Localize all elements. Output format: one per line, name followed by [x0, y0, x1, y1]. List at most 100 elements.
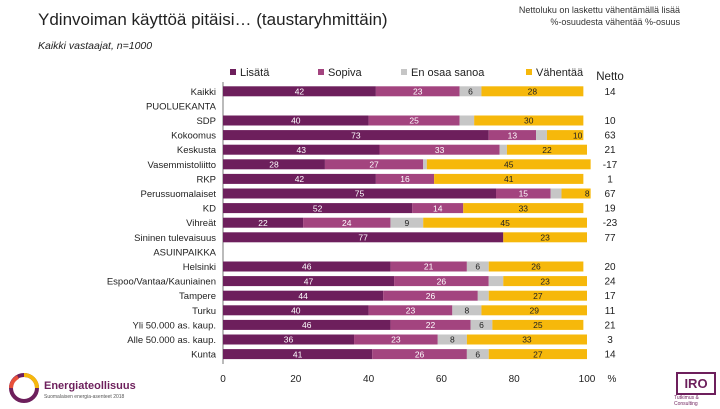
- bar-segment: [466, 261, 489, 272]
- row-label: ASUINPAIKKA: [153, 247, 216, 258]
- x-tick-label: 0: [220, 374, 226, 385]
- bar-segment: [488, 276, 504, 287]
- bar-segment: [223, 86, 376, 97]
- row-label: Espoo/Vantaa/Kauniainen: [107, 277, 216, 288]
- bar-segment: [434, 173, 584, 184]
- bar-value-label: 42: [295, 87, 305, 97]
- bar-value-label: 33: [435, 145, 445, 155]
- row-label: Turku: [192, 306, 216, 317]
- bar-segment: [383, 290, 478, 301]
- bar-segment: [223, 203, 413, 214]
- bar-segment: [488, 349, 587, 360]
- row-label: Keskusta: [177, 145, 217, 156]
- bar-segment: [481, 305, 587, 316]
- netto-value: 24: [604, 277, 616, 288]
- bar-segment: [379, 144, 500, 155]
- bar-value-label: 6: [475, 262, 480, 272]
- iro-logo: IRO: [676, 372, 716, 395]
- bar-value-label: 9: [404, 218, 409, 228]
- bar-segment: [506, 144, 587, 155]
- netto-value: 14: [604, 350, 616, 361]
- row-label: Alle 50.000 as. kaup.: [127, 335, 216, 346]
- netto-value: 14: [604, 87, 616, 98]
- bar-value-label: 28: [528, 87, 538, 97]
- netto-value: -23: [603, 218, 618, 229]
- bar-value-label: 52: [313, 203, 323, 213]
- row-label: KD: [203, 204, 216, 215]
- bar-segment: [423, 217, 587, 228]
- bar-segment: [423, 159, 427, 170]
- bar-value-label: 36: [284, 335, 294, 345]
- bar-value-label: 29: [529, 306, 539, 316]
- legend-label-2: En osaa sanoa: [411, 67, 485, 79]
- bar-value-label: 73: [351, 130, 361, 140]
- bar-segment: [488, 261, 584, 272]
- bar-segment: [488, 130, 537, 141]
- row-label: Kaikki: [191, 87, 216, 98]
- row-label: PUOLUEKANTA: [146, 101, 217, 112]
- bar-segment: [536, 130, 547, 141]
- bar-value-label: 22: [542, 145, 552, 155]
- bar-segment: [477, 290, 489, 301]
- bar-segment: [368, 305, 453, 316]
- chart-title: Ydinvoiman käyttöä pitäisi… (taustaryhmi…: [38, 10, 388, 29]
- row-label: SDP: [196, 116, 216, 127]
- bar-value-label: 41: [293, 349, 303, 359]
- bar-value-label: 6: [479, 320, 484, 330]
- bar-segment: [426, 159, 591, 170]
- bar-segment: [474, 115, 584, 126]
- bar-value-label: 26: [437, 276, 447, 286]
- bar-segment: [463, 203, 584, 214]
- bar-value-label: 75: [355, 189, 365, 199]
- bar-value-label: 41: [504, 174, 514, 184]
- bar-segment: [303, 217, 391, 228]
- bar-segment: [561, 188, 591, 199]
- row-label: Tampere: [179, 291, 216, 302]
- bar-value-label: 13: [508, 130, 518, 140]
- netto-value: 63: [604, 131, 616, 142]
- bar-segment: [223, 334, 355, 345]
- bar-segment: [470, 319, 493, 330]
- bar-value-label: 8: [465, 306, 470, 316]
- bar-segment: [503, 276, 587, 287]
- legend-swatch-3: [526, 69, 532, 75]
- bar-value-label: 27: [533, 291, 543, 301]
- bar-segment: [390, 319, 471, 330]
- energiateollisuus-logo-subtext: Suomalaisen energia-asenteet 2018: [44, 394, 125, 400]
- bar-value-label: 26: [415, 349, 425, 359]
- bar-value-label: 16: [400, 174, 410, 184]
- netto-value: 21: [604, 320, 616, 331]
- bar-segment: [368, 115, 460, 126]
- bar-segment: [499, 144, 507, 155]
- bar-segment: [550, 188, 562, 199]
- bar-segment: [503, 232, 587, 243]
- bar-segment: [223, 144, 380, 155]
- chart-subtitle: Kaikki vastaajat, n=1000: [38, 40, 153, 52]
- bar-value-label: 27: [533, 349, 543, 359]
- bar-value-label: 45: [500, 218, 510, 228]
- legend-swatch-2: [401, 69, 407, 75]
- netto-value: 1: [607, 174, 613, 185]
- bar-value-label: 10: [573, 130, 583, 140]
- bar-value-label: 40: [291, 116, 301, 126]
- bar-value-label: 23: [406, 306, 416, 316]
- energiateollisuus-logo-text: Energiateollisuus: [44, 380, 136, 392]
- bar-segment: [223, 217, 304, 228]
- bar-value-label: 22: [426, 320, 436, 330]
- bar-value-label: 43: [297, 145, 307, 155]
- bar-value-label: 8: [585, 189, 590, 199]
- iro-logo-subtext: Tutkimus & Consulting: [674, 395, 699, 407]
- bar-segment: [390, 217, 424, 228]
- bar-value-label: 22: [258, 218, 268, 228]
- bar-value-label: 33: [519, 203, 529, 213]
- netto-value: 19: [604, 204, 616, 215]
- bar-value-label: 24: [342, 218, 352, 228]
- bar-value-label: 27: [369, 160, 379, 170]
- bar-segment: [223, 173, 376, 184]
- bar-value-label: 15: [519, 189, 529, 199]
- netto-header: Netto: [596, 71, 624, 83]
- bar-segment: [496, 188, 551, 199]
- bar-segment: [223, 188, 496, 199]
- bar-segment: [223, 319, 391, 330]
- netto-value: 3: [607, 335, 613, 346]
